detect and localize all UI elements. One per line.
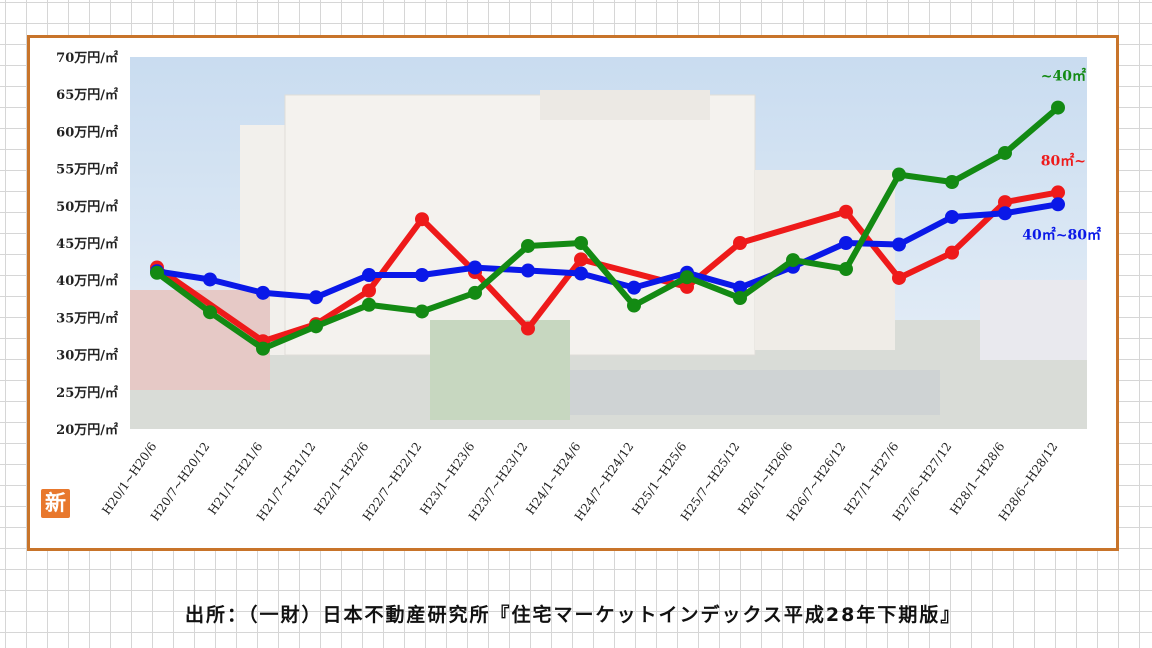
data-point xyxy=(521,321,535,336)
data-point xyxy=(468,260,482,275)
x-tick-label: H26/7~H26/12 xyxy=(784,440,849,524)
x-tick-label: H28/6~H28/12 xyxy=(996,440,1061,524)
data-point xyxy=(945,245,959,260)
x-tick-label: H27/1~H27/6 xyxy=(841,440,901,518)
x-tick-label: H23/1~H23/6 xyxy=(417,440,477,518)
x-tick-label: H20/7~H20/12 xyxy=(148,440,213,524)
data-point xyxy=(839,204,853,219)
x-tick-label: H23/7~H23/12 xyxy=(466,440,531,524)
x-tick-label: H26/1~H26/6 xyxy=(735,440,795,518)
data-point xyxy=(309,290,323,305)
y-tick-label: 70万円/㎡ xyxy=(56,50,118,66)
data-point xyxy=(786,253,800,268)
data-point xyxy=(574,252,588,267)
data-point xyxy=(627,298,641,313)
data-point xyxy=(680,279,694,294)
series-labels: ~40㎡ 80㎡~ 40㎡~80㎡ xyxy=(1022,68,1101,244)
x-tick-label: H25/1~H25/6 xyxy=(629,440,689,518)
data-point xyxy=(680,270,694,285)
data-point xyxy=(627,280,641,295)
data-point xyxy=(839,262,853,277)
y-tick-label: 35万円/㎡ xyxy=(56,310,118,326)
data-point xyxy=(998,145,1012,160)
data-point xyxy=(256,285,270,300)
data-point xyxy=(892,270,906,285)
data-point xyxy=(415,267,429,282)
data-point xyxy=(892,237,906,252)
data-point xyxy=(1051,185,1065,200)
data-point xyxy=(1051,197,1065,212)
data-point xyxy=(468,285,482,300)
data-point xyxy=(521,263,535,278)
x-tick-label: H28/1~H28/6 xyxy=(947,440,1007,518)
x-tick-label: H22/7~H22/12 xyxy=(360,440,425,524)
x-tick-label: H21/7~H21/12 xyxy=(254,440,319,524)
x-tick-label: H25/7~H25/12 xyxy=(678,440,743,524)
y-tick-label: 55万円/㎡ xyxy=(56,162,118,178)
data-point xyxy=(309,319,323,334)
x-tick-label: H20/1~H20/6 xyxy=(99,440,159,518)
data-point xyxy=(362,297,376,312)
data-point xyxy=(945,209,959,224)
series-line xyxy=(154,104,1061,352)
data-point xyxy=(362,267,376,282)
series-label: ~40㎡ xyxy=(1041,68,1086,85)
data-point xyxy=(150,265,164,280)
source-citation: 出所：（一財）日本不動産研究所『住宅マーケットインデックス平成28年下期版』 xyxy=(185,604,962,626)
data-point xyxy=(574,266,588,281)
data-point xyxy=(1051,100,1065,115)
x-tick-label: H27/6~H27/12 xyxy=(890,440,955,524)
y-tick-label: 20万円/㎡ xyxy=(56,422,118,438)
y-tick-label: 25万円/㎡ xyxy=(56,385,118,401)
data-point xyxy=(203,272,217,287)
y-tick-label: 45万円/㎡ xyxy=(56,236,118,252)
y-tick-label: 50万円/㎡ xyxy=(56,199,118,215)
series-line xyxy=(154,201,1061,301)
x-axis-ticks: H20/1~H20/6H20/7~H20/12H21/1~H21/6H21/7~… xyxy=(99,440,1060,524)
data-point xyxy=(203,305,217,320)
data-point xyxy=(415,212,429,227)
y-axis-ticks: 20万円/㎡ 25万円/㎡ 30万円/㎡ 35万円/㎡ 40万円/㎡ 45万円/㎡ 50万円… xyxy=(56,50,118,438)
y-tick-label: 65万円/㎡ xyxy=(56,87,118,103)
x-tick-label: H22/1~H22/6 xyxy=(311,440,371,518)
x-tick-label: H21/1~H21/6 xyxy=(205,440,265,518)
series-lines xyxy=(150,100,1065,356)
data-point xyxy=(945,174,959,189)
data-point xyxy=(362,283,376,298)
series-label: 80㎡~ xyxy=(1041,152,1086,169)
x-tick-label: H24/1~H24/6 xyxy=(523,440,583,518)
data-point xyxy=(574,236,588,250)
series-2 xyxy=(150,100,1065,356)
data-point xyxy=(998,195,1012,210)
y-tick-label: 30万円/㎡ xyxy=(56,348,118,364)
x-tick-label: H24/7~H24/12 xyxy=(572,440,637,524)
y-tick-label: 40万円/㎡ xyxy=(56,273,118,289)
data-point xyxy=(998,206,1012,221)
data-point xyxy=(733,236,747,250)
data-point xyxy=(892,167,906,182)
y-tick-label: 60万円/㎡ xyxy=(56,124,118,140)
data-point xyxy=(256,341,270,356)
data-point xyxy=(733,291,747,306)
data-point xyxy=(839,236,853,250)
series-label: 40㎡~80㎡ xyxy=(1022,226,1101,243)
data-point xyxy=(733,280,747,295)
plot-background-photo xyxy=(130,57,1087,429)
data-point xyxy=(415,304,429,319)
new-badge: 新 xyxy=(41,489,70,518)
data-point xyxy=(521,238,535,253)
